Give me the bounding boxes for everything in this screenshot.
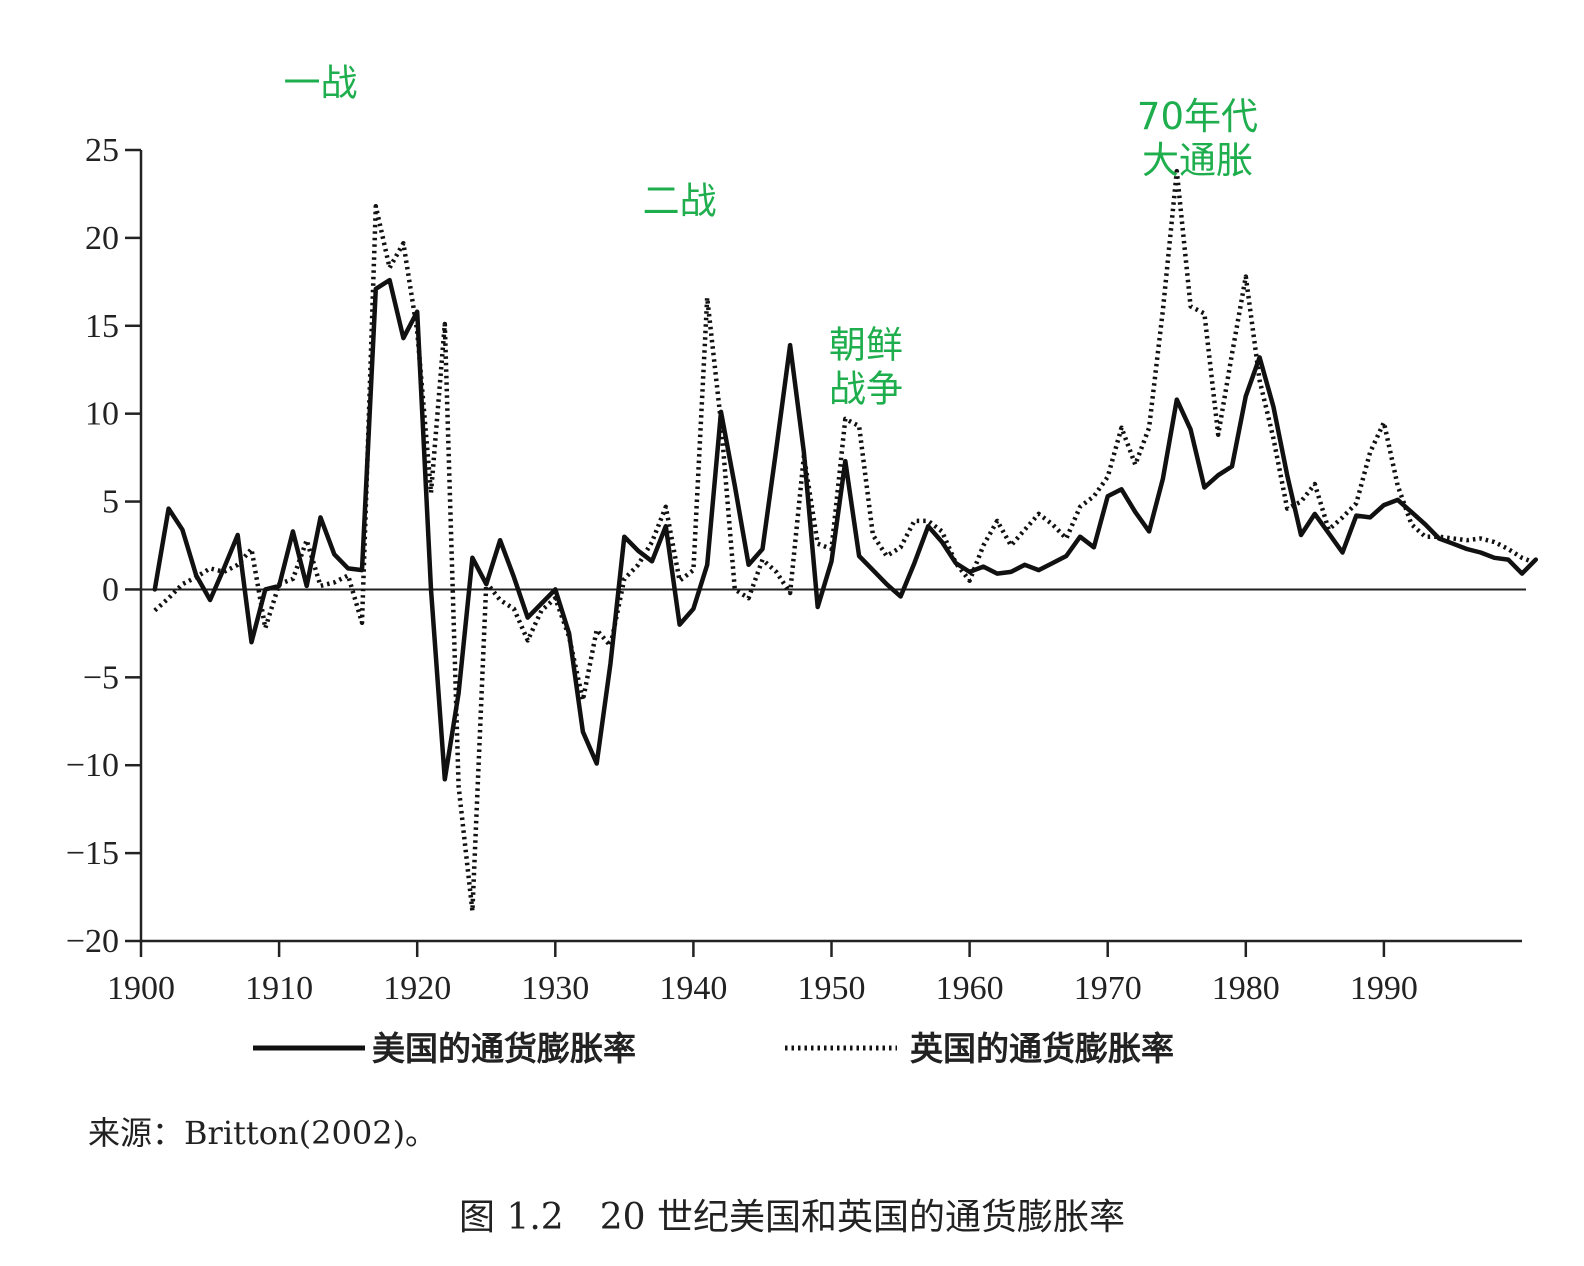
x-tick-label: 1980 [1212, 970, 1280, 1007]
y-tick-label: 5 [102, 484, 119, 521]
y-tick-label: 10 [85, 396, 119, 433]
legend: 美国的通货膨胀率 英国的通货膨胀率 [253, 1029, 1174, 1068]
annotation-line: 大通胀 [1142, 139, 1253, 182]
y-tick-label: 20 [85, 220, 119, 257]
annotation-ww1: 一战 [284, 62, 358, 105]
series-line-us [152, 277, 1539, 782]
y-tick-label: 15 [85, 308, 119, 345]
x-tick-label: 1930 [521, 970, 589, 1007]
y-tick-label: −15 [66, 835, 119, 872]
y-tick-label: −20 [66, 923, 119, 960]
x-tick-label: 1910 [245, 970, 313, 1007]
annotation-line: 朝鲜 [829, 323, 903, 366]
series-layer [152, 168, 1539, 914]
annotation-ww2: 二战 [643, 179, 717, 222]
x-tick-label: 1900 [107, 970, 175, 1007]
x-tick-label: 1970 [1074, 970, 1142, 1007]
x-tick-label: 1940 [659, 970, 727, 1007]
annotation-korea: 朝鲜战争 [829, 323, 903, 410]
x-ticks: 1900 1910 1920 1930 1940 1950 1960 1970 1980 1990 [107, 941, 1418, 1007]
y-tick-label: 0 [102, 571, 119, 608]
legend-label-us: 美国的通货膨胀率 [372, 1029, 636, 1068]
y-tick-label: −5 [83, 659, 119, 696]
annotation-inflation70s: 70年代大通胀 [1137, 95, 1258, 182]
figure-caption: 图 1.2 20 世纪美国和英国的通货膨胀率 [459, 1197, 1125, 1238]
x-tick-label: 1990 [1350, 970, 1418, 1007]
x-tick-label: 1960 [936, 970, 1004, 1007]
y-tick-label: 25 [85, 132, 119, 169]
annotation-line: 70年代 [1137, 95, 1258, 138]
x-tick-label: 1950 [798, 970, 866, 1007]
legend-label-uk: 英国的通货膨胀率 [910, 1029, 1174, 1068]
annotation-line: 一战 [284, 62, 358, 105]
source-note: 来源：Britton(2002)。 [88, 1114, 438, 1152]
annotation-line: 二战 [643, 179, 717, 222]
annotation-line: 战争 [829, 367, 903, 410]
y-tick-label: −10 [66, 747, 119, 784]
series-line-uk [153, 168, 1537, 914]
y-ticks: 25 20 15 10 5 0 −5 −10 −15 −20 [66, 132, 141, 960]
x-tick-label: 1920 [383, 970, 451, 1007]
